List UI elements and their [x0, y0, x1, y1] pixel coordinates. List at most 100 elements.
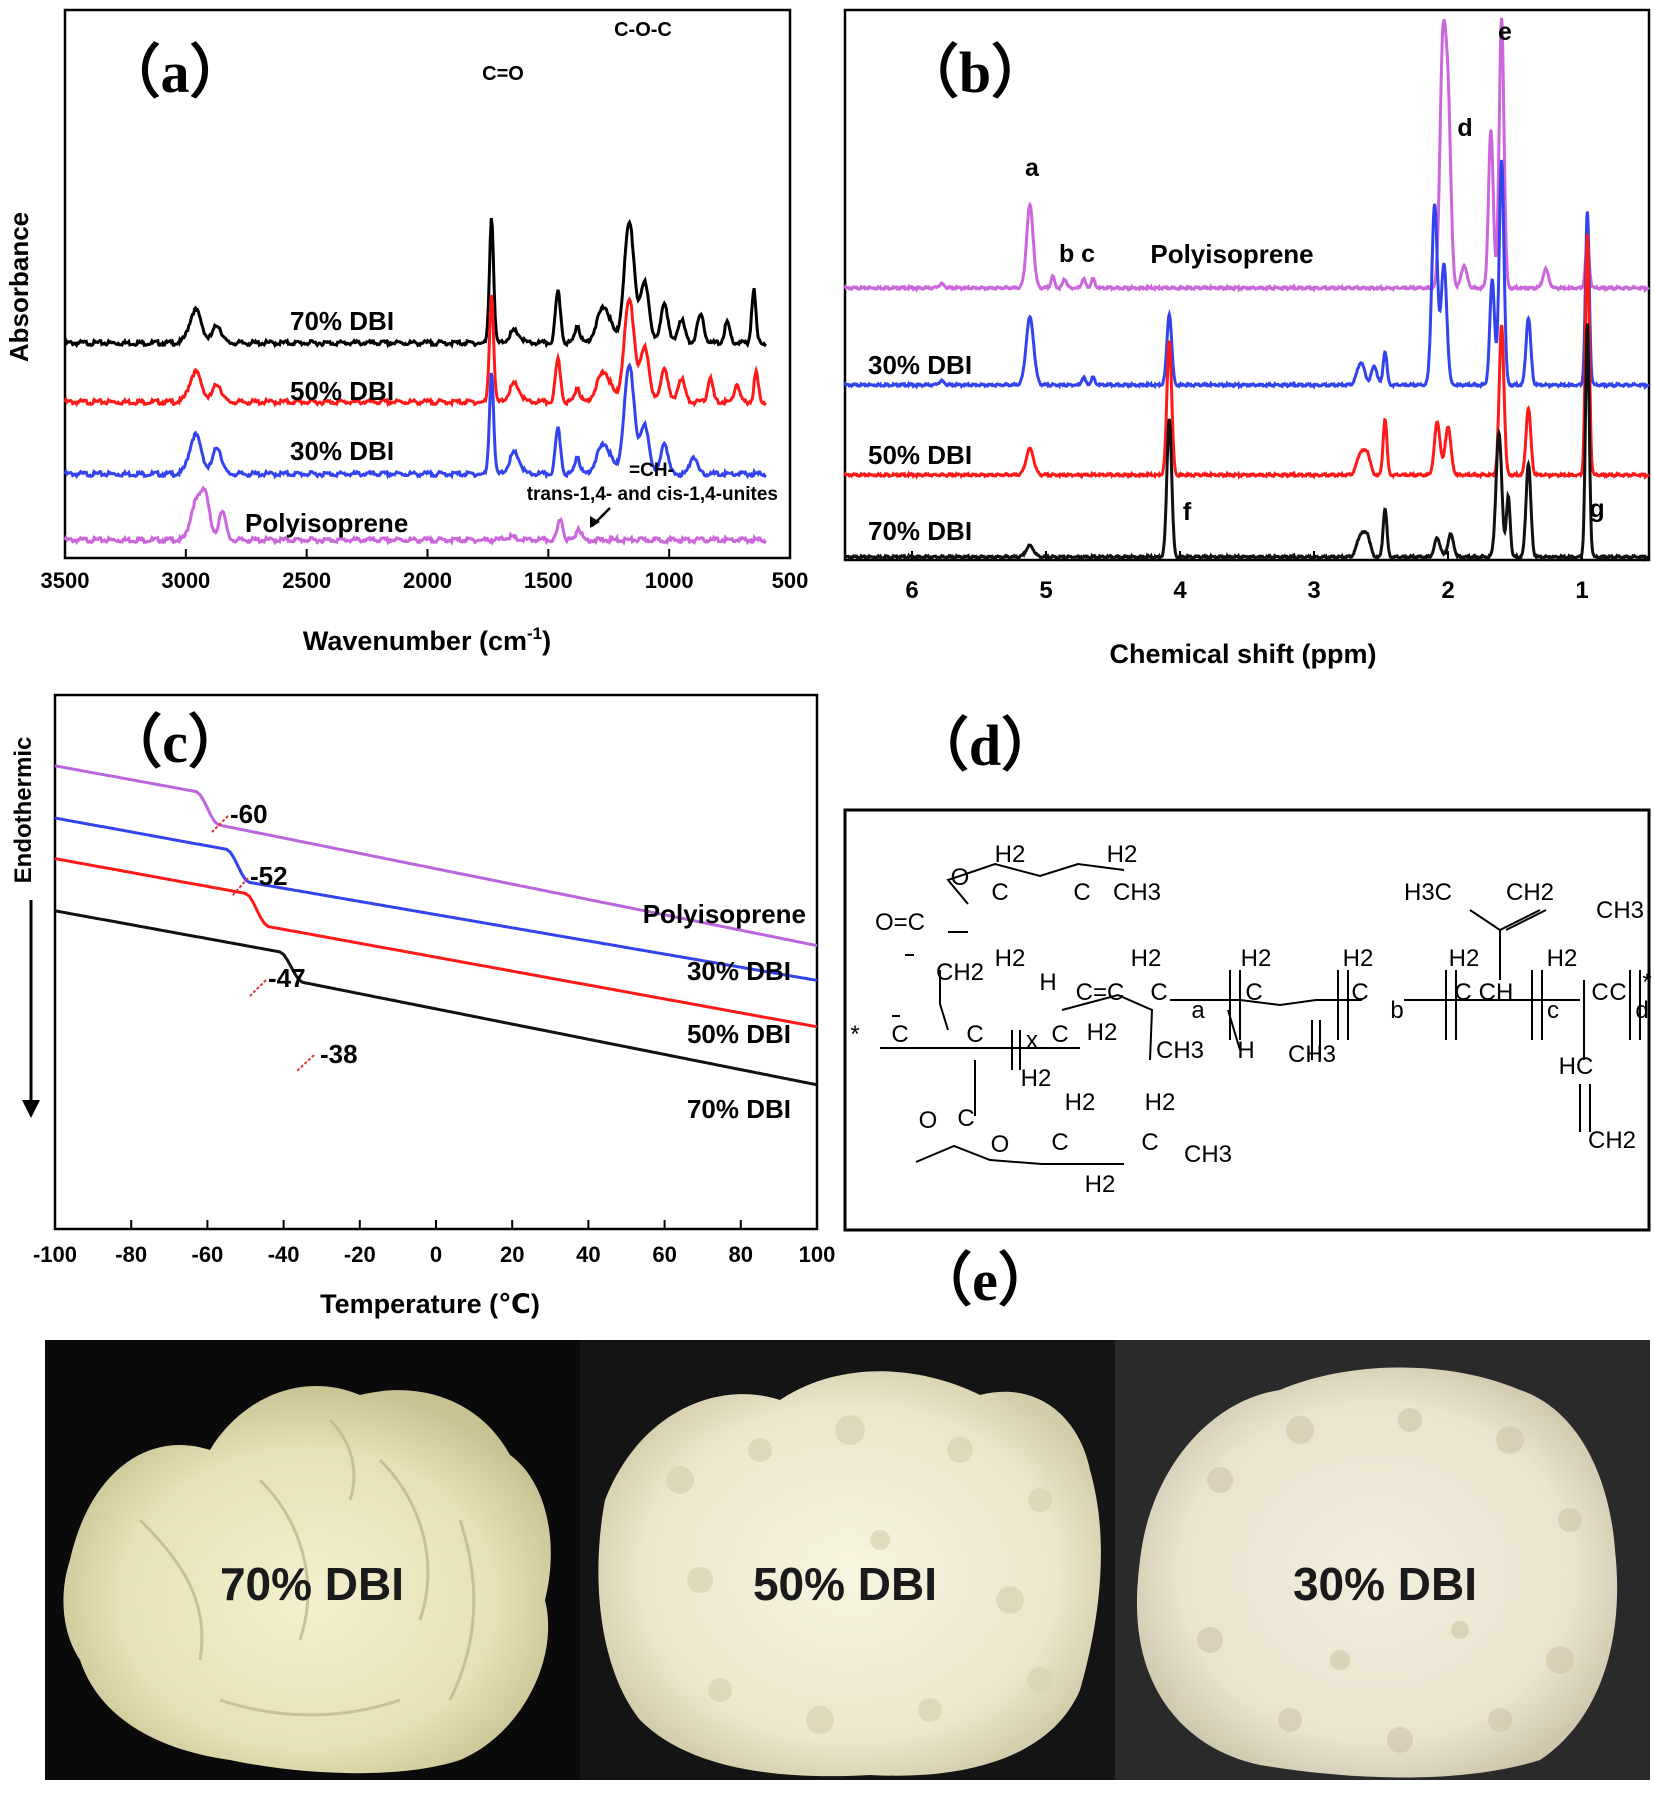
panel-b-xtick-label: 6 [905, 577, 918, 604]
panel-c-xticks: -100 -80 -60 -40 -20 0 20 40 60 80 100 [33, 1220, 835, 1267]
panel-e-label: （e） [914, 1248, 1056, 1313]
panel-b-xtick-label: 4 [1173, 577, 1187, 604]
panel-d-atom-label: CH2 [1506, 879, 1554, 906]
panel-b-series-line [843, 323, 1650, 563]
panel-a-xtick-label: 1500 [524, 568, 573, 593]
panel-d-atom-label: CH2 [936, 959, 984, 986]
panel-d-atom-label: C [1351, 979, 1368, 1006]
panel-d-atom-label: C [1454, 979, 1471, 1006]
panel-d-atom-label: C [891, 1021, 908, 1048]
photo-clump-50-texture [666, 1415, 1053, 1734]
panel-a-annotation-arrowhead [590, 516, 600, 528]
panel-d-atom-label: CH3 [1113, 879, 1161, 906]
panel-d-atom-label: C [1591, 979, 1608, 1006]
panel-c-xtick-label: -60 [192, 1242, 224, 1267]
photo-clump-30 [1136, 1367, 1618, 1778]
panel-b-peak-label-polyisoprene: Polyisoprene [1150, 239, 1313, 269]
panel-b-series-line [843, 233, 1650, 481]
panel-a-label: （a） [102, 40, 247, 105]
panel-b-peak-label-bc: b c [1059, 240, 1095, 268]
panel-c-xtick-label: 80 [729, 1242, 753, 1267]
panel-d-atom-label: C [991, 879, 1008, 906]
panel-d-atom-label: d [1635, 997, 1648, 1024]
panel-a-series-line [63, 362, 767, 480]
panel-d-atom-label: O [951, 864, 970, 891]
panel-d-atom-label: H2 [1087, 1019, 1118, 1046]
photo-clump-50 [598, 1371, 1101, 1777]
panel-d-atom-label: C [1141, 1129, 1158, 1156]
panel-c-ylabel-arrowhead [22, 1100, 40, 1118]
panel-d-atom-label: C [966, 1021, 983, 1048]
panel-a-series-label-70: 70% DBI [290, 306, 394, 336]
panel-d-atom-label: H3C [1404, 879, 1452, 906]
panel-b-xtick-label: 2 [1441, 577, 1454, 604]
panel-b-series-label-70: 70% DBI [868, 516, 972, 546]
panel-d-atom-label: O [919, 1107, 938, 1134]
panel-d-atom-label: H2 [995, 841, 1026, 868]
panel-d-atom-label: H2 [1145, 1089, 1176, 1116]
panel-b-peak-label-f: f [1183, 498, 1192, 526]
panel-d-atom-label: H2 [1547, 945, 1578, 972]
panel-a-series-lines [63, 217, 767, 546]
panel-b-series-line [843, 159, 1650, 391]
panel-a-annotation-co: C=O [482, 63, 524, 85]
panel-d-atom-label: x [1026, 1027, 1038, 1054]
panel-a-series-label-30: 30% DBI [290, 436, 394, 466]
panel-c-tg-label-47: -47 [268, 963, 306, 993]
panel-d-atom-label: c [1547, 997, 1559, 1024]
panel-b-xtick-label: 3 [1307, 577, 1320, 604]
panel-d-atom-label: C [1150, 979, 1167, 1006]
panel-c-series-label-70: 70% DBI [687, 1094, 791, 1124]
panel-a-xtick-label: 500 [772, 568, 809, 593]
panel-c-series-line [54, 857, 818, 1029]
panel-a-series-line [63, 217, 767, 349]
panel-d-label: （d） [911, 713, 1059, 778]
panel-d-atom-label: O [991, 1131, 1010, 1158]
panel-d-atom-label: H2 [1021, 1065, 1052, 1092]
panel-c-xtick-label: -100 [33, 1242, 77, 1267]
panel-d-atom-label: * [1642, 969, 1651, 996]
photo-label-50: 50% DBI [753, 1558, 937, 1610]
panel-a-ylabel: Absorbance [4, 212, 34, 362]
panel-c-xtick-label: 100 [799, 1242, 836, 1267]
panel-d-atom-label: H2 [1065, 1089, 1096, 1116]
panel-a-xtick-label: 3000 [161, 568, 210, 593]
panel-c-xtick-label: -80 [115, 1242, 147, 1267]
panel-c-xlabel: Temperature (℃) [320, 1289, 540, 1319]
panel-d-atom-label: O=C [875, 909, 925, 936]
panel-d-atom-label: H2 [995, 945, 1026, 972]
panel-a-series-line [63, 485, 767, 546]
panel-e: （e） 70% DBI 50% DBI 30% DBI [45, 1248, 1650, 1780]
panel-a-xlabel: Wavenumber (cm-1) [303, 624, 551, 656]
panel-a-series-label-50: 50% DBI [290, 376, 394, 406]
panel-b-xtick-label: 1 [1575, 577, 1588, 604]
panel-d-atom-label: H [1039, 969, 1056, 996]
panel-b-xtick-label: 5 [1039, 577, 1052, 604]
photo-label-30: 30% DBI [1293, 1558, 1477, 1610]
panel-d-atom-label: CH [1479, 979, 1514, 1006]
panel-a-series-label-polyisoprene: Polyisoprene [245, 508, 408, 538]
panel-a-xtick-label: 1000 [645, 568, 694, 593]
panel-d-atom-label: C [1245, 979, 1262, 1006]
panel-c-tg-label-60: -60 [230, 799, 268, 829]
panel-d-atom-label: C [1051, 1021, 1068, 1048]
photo-label-70: 70% DBI [220, 1558, 404, 1610]
panel-d-atom-label: H2 [1449, 945, 1480, 972]
panel-b-label: （b） [901, 40, 1049, 105]
panel-d-atom-label: H2 [1343, 945, 1374, 972]
panel-b-series-label-30: 30% DBI [868, 350, 972, 380]
panel-d-atom-label: C=C [1076, 979, 1125, 1006]
panel-d-atom-label: CH3 [1184, 1141, 1232, 1168]
panel-d-atom-label: CH3 [1156, 1037, 1204, 1064]
panel-c-xtick-label: -20 [344, 1242, 376, 1267]
panel-c-series-line [54, 909, 818, 1087]
panel-d-atom-label: HC [1559, 1053, 1594, 1080]
panel-d-atom-label: C [957, 1105, 974, 1132]
panel-a-xtick-label: 2000 [403, 568, 452, 593]
photo-clump-30-texture [1197, 1408, 1582, 1753]
panel-b-peak-label-d: d [1457, 114, 1472, 142]
panel-c-series-label-polyisoprene: Polyisoprene [643, 899, 806, 929]
panel-a-xtick-label: 2500 [282, 568, 331, 593]
panel-d-atom-label: CH3 [1596, 897, 1644, 924]
